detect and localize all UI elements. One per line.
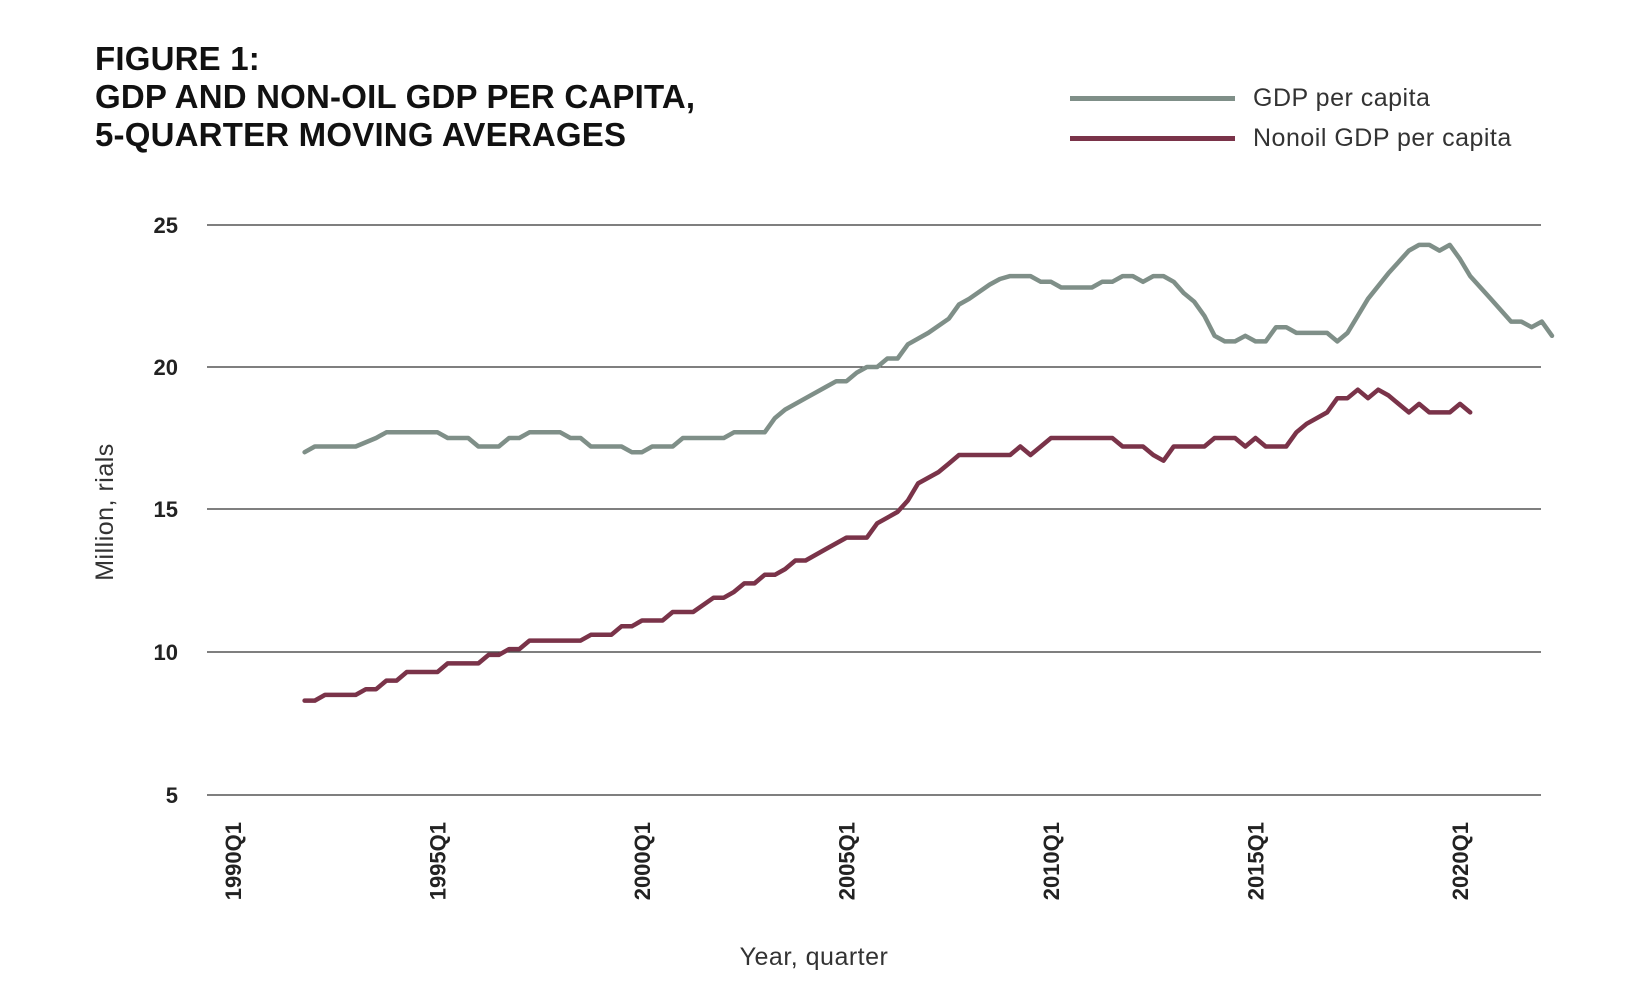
y-tick-label: 25 — [154, 213, 178, 238]
x-tick-labels: 1990Q1 1995Q1 2000Q1 2005Q1 2010Q1 2015Q1 2020… — [221, 822, 1473, 900]
chart-title-line-2: GDP AND NON-OIL GDP PER CAPITA, — [95, 78, 696, 115]
series-line-gdp — [302, 242, 1555, 455]
x-tick-label: 2000Q1 — [630, 822, 655, 900]
y-tick-label: 15 — [154, 497, 178, 522]
x-tick-label: 1990Q1 — [221, 822, 246, 900]
legend-label-gdp: GDP per capita — [1253, 83, 1431, 112]
chart-title: FIGURE 1: GDP AND NON-OIL GDP PER CAPITA… — [95, 40, 695, 154]
x-tick-label: 2015Q1 — [1244, 822, 1269, 900]
x-tick-label: 2010Q1 — [1039, 822, 1064, 900]
y-axis-label: Million, rials — [91, 443, 119, 581]
y-tick-label: 5 — [166, 783, 178, 808]
x-tick-label: 1995Q1 — [426, 822, 451, 900]
x-axis-label: Year, quarter — [740, 943, 889, 971]
legend: GDP per capita Nonoil GDP per capita — [1070, 78, 1512, 158]
legend-item-gdp: GDP per capita — [1070, 78, 1512, 118]
legend-swatch-nonoil — [1070, 135, 1235, 141]
y-tick-label: 10 — [154, 640, 178, 665]
chart-title-line-1: FIGURE 1: — [95, 40, 260, 77]
legend-item-nonoil: Nonoil GDP per capita — [1070, 118, 1512, 158]
x-tick-label: 2005Q1 — [835, 822, 860, 900]
gridlines — [207, 224, 1541, 796]
series-lines — [302, 242, 1555, 703]
series-line-nonoil — [302, 387, 1473, 703]
legend-swatch-gdp — [1070, 95, 1235, 101]
y-tick-label: 20 — [154, 355, 178, 380]
x-tick-label: 2020Q1 — [1448, 822, 1473, 900]
legend-label-nonoil: Nonoil GDP per capita — [1253, 123, 1512, 152]
chart-title-line-3: 5-QUARTER MOVING AVERAGES — [95, 116, 627, 153]
y-tick-labels: 5 10 15 20 25 — [154, 213, 178, 808]
